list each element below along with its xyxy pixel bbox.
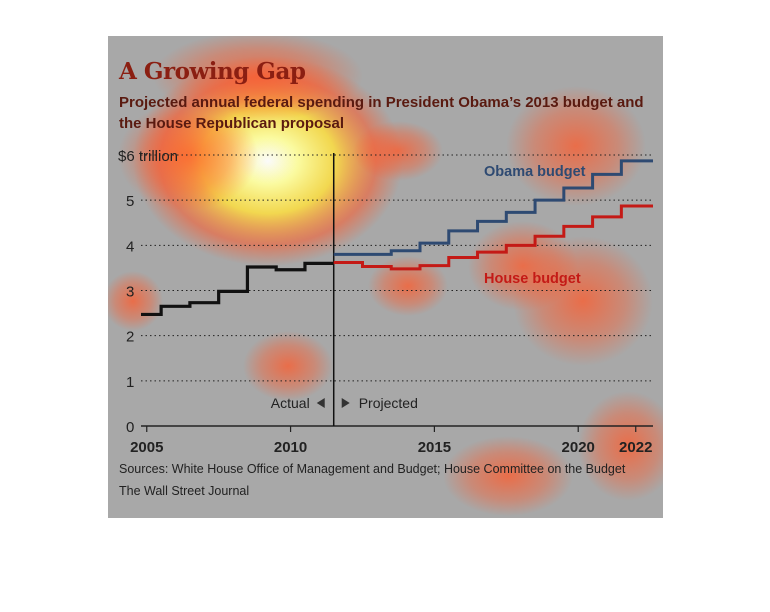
heat-blob xyxy=(118,101,258,211)
x-tick-label: 2020 xyxy=(562,439,595,456)
y-tick-label: 1 xyxy=(126,374,134,391)
left-arrow-icon xyxy=(316,398,325,408)
heat-blob xyxy=(243,331,333,401)
heat-blob xyxy=(578,391,663,501)
obama-budget-line xyxy=(333,159,653,256)
house-budget-line xyxy=(333,204,653,271)
chart-subtitle: Projected annual federal spending in Pre… xyxy=(119,94,644,132)
y-axis-top-label: $6 trillion xyxy=(118,148,178,165)
x-tick-label: 2022 xyxy=(619,439,652,456)
y-tick-label: 2 xyxy=(126,329,134,346)
heat-blob xyxy=(153,36,363,121)
x-tick-label: 2015 xyxy=(418,439,451,456)
chart-figure: A Growing Gap Projected annual federal s… xyxy=(108,36,663,518)
heat-blob xyxy=(506,86,646,206)
y-tick-label: 0 xyxy=(126,419,134,436)
heat-blob xyxy=(443,436,573,516)
obama-budget-label: Obama budget xyxy=(484,164,586,180)
y-tick-label: 3 xyxy=(126,284,134,301)
actual-label: Actual xyxy=(271,395,310,411)
source-note: Sources: White House Office of Managemen… xyxy=(119,462,626,476)
x-tick-label: 2005 xyxy=(130,439,163,456)
projected-label: Projected xyxy=(359,395,418,411)
chart-title: A Growing Gap xyxy=(119,58,306,85)
plot-area: 0 1 2 3 4 5 $6 trillion 2005 2010 2015 2020 2022 Act… xyxy=(118,148,653,456)
attention-heatmap-overlay xyxy=(108,36,663,516)
credit-line: The Wall Street Journal xyxy=(119,484,250,498)
actual-spending-line xyxy=(141,261,334,317)
y-tick-label: 5 xyxy=(126,193,134,210)
right-arrow-icon xyxy=(341,398,350,408)
heat-blob xyxy=(468,221,578,311)
y-tick-label: 4 xyxy=(126,238,134,255)
heat-blob xyxy=(368,256,448,316)
house-budget-label: House budget xyxy=(484,271,581,287)
heat-blob xyxy=(353,121,443,181)
x-tick-label: 2010 xyxy=(274,439,307,456)
